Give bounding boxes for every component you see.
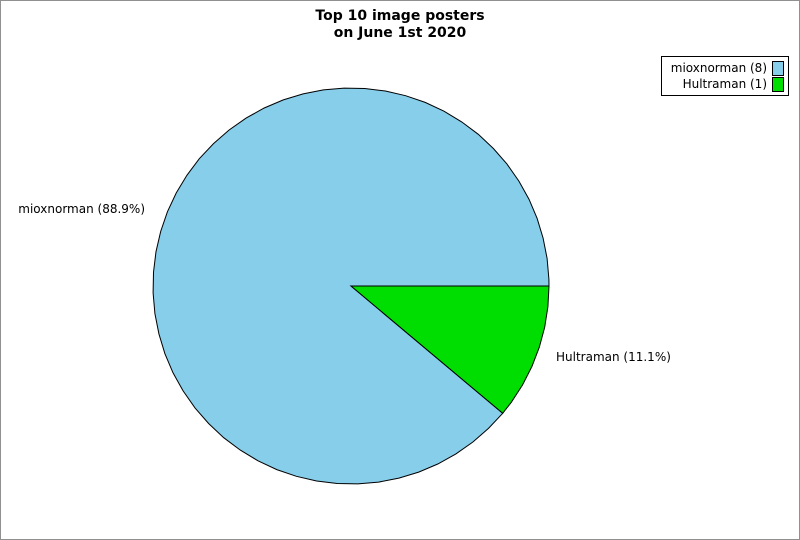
legend-swatch-hultraman-icon [772, 76, 784, 92]
chart-title-line-1: Top 10 image posters [315, 8, 485, 24]
chart-title: Top 10 image posters on June 1st 2020 [1, 8, 799, 42]
legend-swatch-mioxnorman-icon [772, 60, 784, 76]
legend-row-mioxnorman: mioxnorman (8) [664, 60, 784, 76]
slice-label-mioxnorman: mioxnorman (88.9%) [18, 202, 145, 216]
chart-title-line-2: on June 1st 2020 [333, 25, 467, 41]
legend-box: mioxnorman (8) Hultraman (1) [661, 56, 789, 96]
legend-row-hultraman: Hultraman (1) [664, 76, 784, 92]
slice-label-hultraman: Hultraman (11.1%) [556, 350, 671, 364]
legend-label-mioxnorman: mioxnorman (8) [670, 61, 767, 75]
legend-label-hultraman: Hultraman (1) [682, 77, 767, 91]
pie-slice-Hultraman [349, 285, 550, 415]
